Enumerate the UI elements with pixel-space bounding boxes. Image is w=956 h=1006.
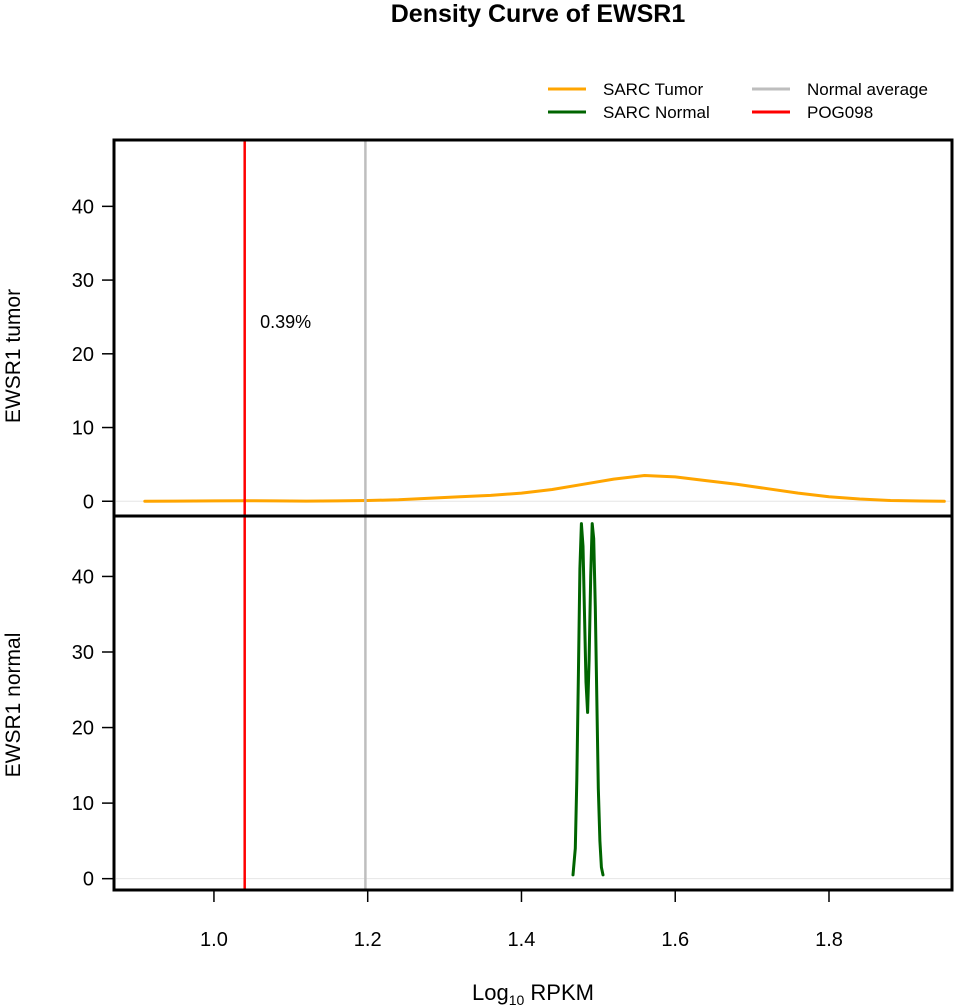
legend-label-sarc-normal: SARC Normal	[603, 103, 710, 122]
y-tick-label: 10	[72, 793, 94, 815]
y-tick-label: 0	[83, 491, 94, 513]
percentile-annotation: 0.39%	[260, 312, 311, 332]
y-tick-label: 10	[72, 418, 94, 440]
x-axis-label-base: Log	[472, 980, 509, 1005]
y-axis-label-tumor: EWSR1 tumor	[2, 289, 25, 423]
x-tick-label: 1.6	[661, 929, 689, 951]
x-axis: 1.0 1.2 1.4 1.6 1.8	[200, 890, 843, 951]
y-axis-label-normal: EWSR1 normal	[2, 633, 25, 778]
x-axis-label-subscript: 10	[509, 992, 525, 1006]
x-tick-label: 1.4	[508, 929, 536, 951]
x-tick-label: 1.2	[354, 929, 382, 951]
x-tick-label: 1.8	[815, 929, 843, 951]
series-line-sarc-normal	[571, 522, 605, 877]
legend: SARC Tumor SARC Normal Normal average POG09…	[548, 80, 928, 122]
series-line-sarc-tumor	[143, 474, 946, 503]
y-tick-label: 40	[72, 196, 94, 218]
y-tick-label: 30	[72, 642, 94, 664]
panel-frame-normal	[112, 514, 954, 892]
panel-normal: EWSR1 normal 0 10 20 30 40	[2, 522, 950, 891]
x-axis-label: Log10 RPKM	[472, 980, 594, 1006]
y-tick-label: 30	[72, 270, 94, 292]
legend-label-normal-average: Normal average	[807, 80, 928, 99]
plot-frames	[112, 138, 954, 892]
y-tick-label: 0	[83, 869, 94, 891]
x-axis-label-unit: RPKM	[524, 980, 594, 1005]
legend-label-pog098: POG098	[807, 103, 873, 122]
y-tick-label: 20	[72, 718, 94, 740]
x-tick-label: 1.0	[200, 929, 228, 951]
y-tick-label: 40	[72, 566, 94, 588]
panel-tumor: EWSR1 tumor 0 10 20 30 40 0.39%	[2, 196, 950, 513]
legend-label-sarc-tumor: SARC Tumor	[603, 80, 703, 99]
panel-frame-tumor	[112, 138, 954, 518]
chart-title: Density Curve of EWSR1	[391, 0, 686, 28]
y-tick-label: 20	[72, 344, 94, 366]
